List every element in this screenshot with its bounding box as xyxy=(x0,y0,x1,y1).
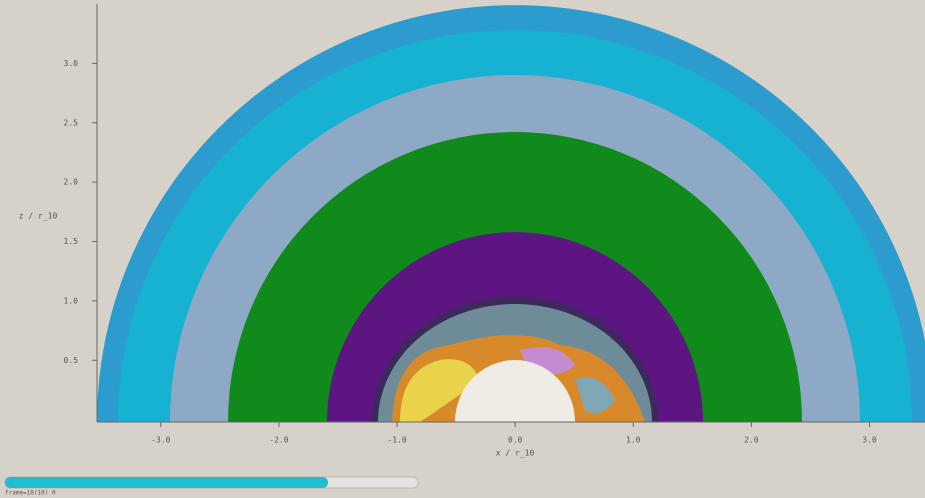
status-text: frame=18(10) 0 xyxy=(5,490,56,497)
x-axis-label: x / r_10 xyxy=(496,449,535,458)
y-tick-label: 1.5 xyxy=(64,237,79,246)
x-tick-label: -2.0 xyxy=(269,436,288,445)
y-tick-label: 2.0 xyxy=(64,178,79,187)
progress-fill xyxy=(5,477,328,488)
y-tick-label: 1.0 xyxy=(64,296,79,305)
inner-hole xyxy=(455,360,575,422)
y-tick-label: 3.0 xyxy=(64,59,79,68)
mixing-region xyxy=(400,359,480,422)
x-tick-label: -3.0 xyxy=(151,436,170,445)
simulation-image xyxy=(97,5,925,422)
x-tick-label: 3.0 xyxy=(862,436,877,445)
x-tick-label: 0.0 xyxy=(508,436,523,445)
x-tick-label: 2.0 xyxy=(744,436,759,445)
mixing-region xyxy=(575,377,615,414)
x-tick-label: 1.0 xyxy=(626,436,641,445)
x-tick-label: -1.0 xyxy=(387,436,406,445)
y-axis-label: z / r_10 xyxy=(19,212,58,221)
y-tick-label: 2.5 xyxy=(64,118,79,127)
y-tick-label: 0.5 xyxy=(64,356,79,365)
